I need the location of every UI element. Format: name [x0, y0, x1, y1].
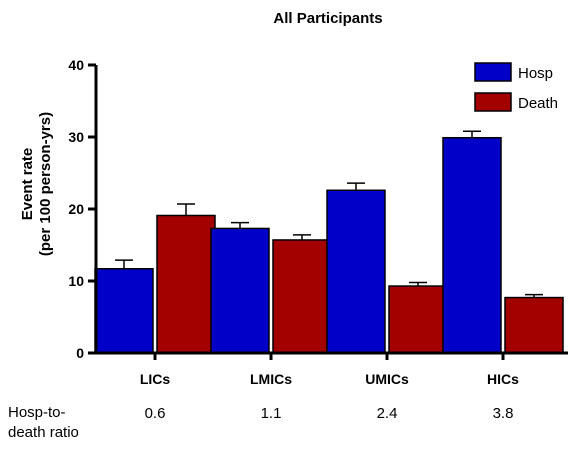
bar-death-hics	[504, 296, 564, 354]
legend-label-death: Death	[518, 95, 558, 112]
chart-title: All Participants	[273, 10, 382, 27]
x-tick-label: HICs	[487, 371, 519, 387]
x-tick-label: LICs	[140, 371, 171, 387]
bar-death-lics	[156, 214, 216, 354]
bar-death-umics	[388, 285, 448, 354]
legend-label-hosp: Hosp	[518, 65, 553, 82]
y-tick-label: 20	[68, 201, 84, 217]
y-axis-label-line2: (per 100 person-yrs)	[37, 112, 54, 256]
bar-hosp-umics	[326, 189, 386, 354]
plot-area	[94, 130, 564, 354]
legend-swatch-death	[474, 92, 512, 112]
ratio-value: 1.1	[260, 405, 282, 422]
y-tick-label: 40	[68, 57, 84, 73]
bar-death-lmics	[272, 239, 332, 354]
y-tick-label: 0	[76, 345, 84, 361]
x-tick-label: UMICs	[365, 371, 409, 387]
bar-hosp-lics	[94, 268, 154, 354]
legend: Hosp Death	[474, 62, 558, 112]
ratio-value: 3.8	[492, 405, 514, 422]
ratio-row-label: Hosp-to-death ratio	[8, 404, 79, 441]
ratio-value: 2.4	[376, 405, 398, 422]
bar-hosp-hics	[442, 136, 502, 354]
y-tick-label: 30	[68, 129, 84, 145]
legend-swatch-hosp	[474, 62, 512, 82]
y-axis: 0 10 20 30 40	[68, 57, 98, 361]
x-tick-label: LMICs	[250, 371, 292, 387]
x-axis: LICs LMICs UMICs HICs	[94, 351, 568, 387]
bar-hosp-lmics	[210, 227, 270, 354]
y-axis-label-line1: Event rate	[19, 148, 36, 221]
ratio-value: 0.6	[144, 405, 166, 422]
y-tick-label: 10	[68, 273, 84, 289]
